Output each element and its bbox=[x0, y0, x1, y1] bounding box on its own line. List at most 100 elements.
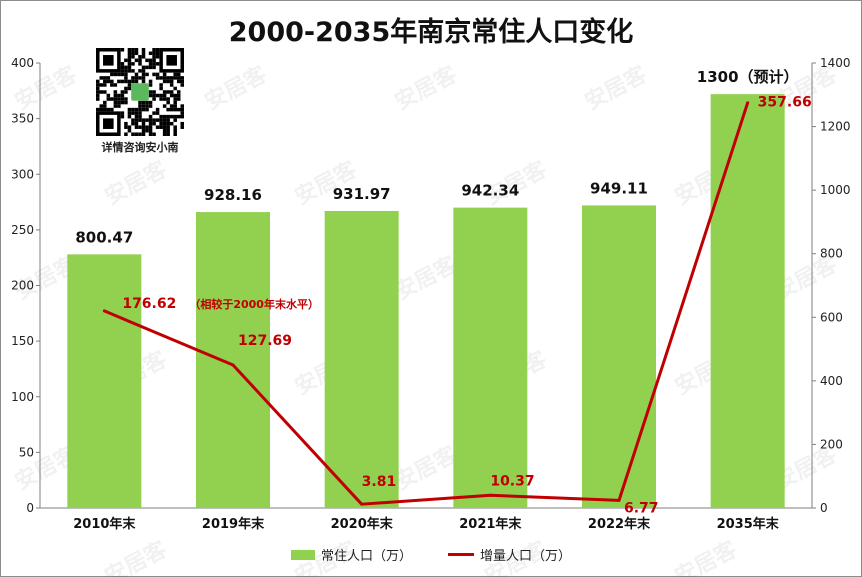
qr-module bbox=[96, 83, 100, 87]
qr-module bbox=[134, 79, 139, 84]
qr-module bbox=[124, 90, 128, 94]
qr-module bbox=[173, 97, 177, 101]
qr-module bbox=[152, 121, 156, 126]
qr-module bbox=[162, 97, 167, 101]
qr-module bbox=[148, 114, 153, 119]
qr-module bbox=[124, 58, 128, 63]
qr-module bbox=[141, 55, 146, 59]
qr-module bbox=[169, 107, 174, 112]
qr-module bbox=[127, 83, 132, 87]
qr-module bbox=[169, 104, 174, 108]
qr-module bbox=[176, 72, 181, 77]
qr-module bbox=[152, 72, 156, 77]
qr-module bbox=[173, 114, 177, 119]
y-left-tick-label: 100 bbox=[11, 390, 34, 404]
qr-module bbox=[103, 107, 107, 112]
qr-module bbox=[155, 118, 160, 122]
qr-module bbox=[117, 104, 121, 108]
qr-module bbox=[117, 93, 121, 98]
qr-module bbox=[141, 132, 146, 136]
qr-module bbox=[148, 132, 153, 136]
qr-module bbox=[131, 55, 135, 59]
qr-module bbox=[148, 100, 153, 105]
qr-module bbox=[176, 76, 181, 80]
qr-module bbox=[145, 125, 149, 129]
qr-module bbox=[159, 97, 163, 101]
qr-module bbox=[127, 69, 132, 73]
y-right-tick-label: 1200 bbox=[820, 120, 851, 134]
qr-module bbox=[148, 104, 153, 108]
qr-module bbox=[127, 111, 132, 115]
qr-module bbox=[145, 118, 149, 122]
qr-module bbox=[138, 55, 142, 59]
qr-module bbox=[166, 118, 170, 122]
qr-module bbox=[117, 97, 121, 101]
qr-finder-inner bbox=[103, 118, 114, 129]
qr-module bbox=[103, 76, 107, 80]
qr-module bbox=[120, 79, 125, 84]
qr-module bbox=[148, 58, 153, 63]
qr-module bbox=[166, 79, 170, 84]
qr-module bbox=[134, 121, 139, 126]
qr-module bbox=[159, 114, 163, 119]
qr-module bbox=[96, 79, 100, 84]
qr-module bbox=[169, 121, 174, 126]
qr-module bbox=[103, 90, 107, 94]
qr-module bbox=[173, 128, 177, 133]
qr-module bbox=[145, 58, 149, 63]
qr-module bbox=[120, 93, 125, 98]
qr-module bbox=[131, 111, 135, 115]
line-value-label: 176.62 bbox=[122, 296, 176, 312]
qr-module bbox=[138, 107, 142, 112]
qr-module bbox=[159, 121, 163, 126]
qr-module bbox=[131, 118, 135, 122]
qr-module bbox=[176, 79, 181, 84]
qr-module bbox=[117, 79, 121, 84]
bar-3 bbox=[453, 207, 528, 508]
legend-item-population: 常住人口（万） bbox=[290, 545, 412, 564]
qr-module bbox=[124, 100, 128, 105]
qr-module bbox=[180, 79, 184, 84]
y-left-tick-label: 0 bbox=[26, 501, 34, 515]
qr-module bbox=[169, 76, 174, 80]
qr-module bbox=[124, 121, 128, 126]
qr-module bbox=[166, 125, 170, 129]
qr-module bbox=[127, 55, 132, 59]
qr-module bbox=[138, 132, 142, 136]
qr-module bbox=[131, 107, 135, 112]
qr-module bbox=[124, 132, 128, 136]
qr-module bbox=[138, 69, 142, 73]
line-annotation: （相较于2000年末水平） bbox=[189, 297, 319, 311]
qr-module bbox=[120, 62, 125, 66]
qr-module bbox=[110, 72, 114, 77]
qr-module bbox=[166, 76, 170, 80]
line-point-5 bbox=[746, 101, 750, 105]
qr-module bbox=[141, 121, 146, 126]
qr-module bbox=[162, 93, 167, 98]
qr-module bbox=[134, 58, 139, 63]
qr-module bbox=[134, 107, 139, 112]
qr-caption: 详情咨询安小南 bbox=[101, 141, 179, 154]
y-left-tick-label: 150 bbox=[11, 334, 34, 348]
watermark-22: 安居客 bbox=[391, 441, 462, 495]
x-tick-label: 2019年末 bbox=[202, 516, 265, 532]
watermark-2: 安居客 bbox=[391, 61, 462, 115]
qr-module bbox=[134, 111, 139, 115]
qr-module bbox=[166, 114, 170, 119]
qr-module bbox=[138, 118, 142, 122]
qr-module bbox=[180, 76, 184, 80]
qr-module bbox=[162, 118, 167, 122]
qr-module bbox=[152, 90, 156, 94]
qr-module bbox=[180, 104, 184, 108]
qr-module bbox=[166, 97, 170, 101]
qr-module bbox=[180, 83, 184, 87]
y-right-tick-label: 0 bbox=[820, 501, 828, 515]
legend: 常住人口（万） 增量人口（万） bbox=[0, 545, 862, 564]
qr-module bbox=[113, 83, 118, 87]
x-tick-label: 2035年末 bbox=[717, 516, 780, 532]
qr-module bbox=[131, 79, 135, 84]
qr-module bbox=[141, 65, 146, 70]
qr-module bbox=[148, 62, 153, 66]
qr-module bbox=[103, 83, 107, 87]
qr-module bbox=[131, 76, 135, 80]
